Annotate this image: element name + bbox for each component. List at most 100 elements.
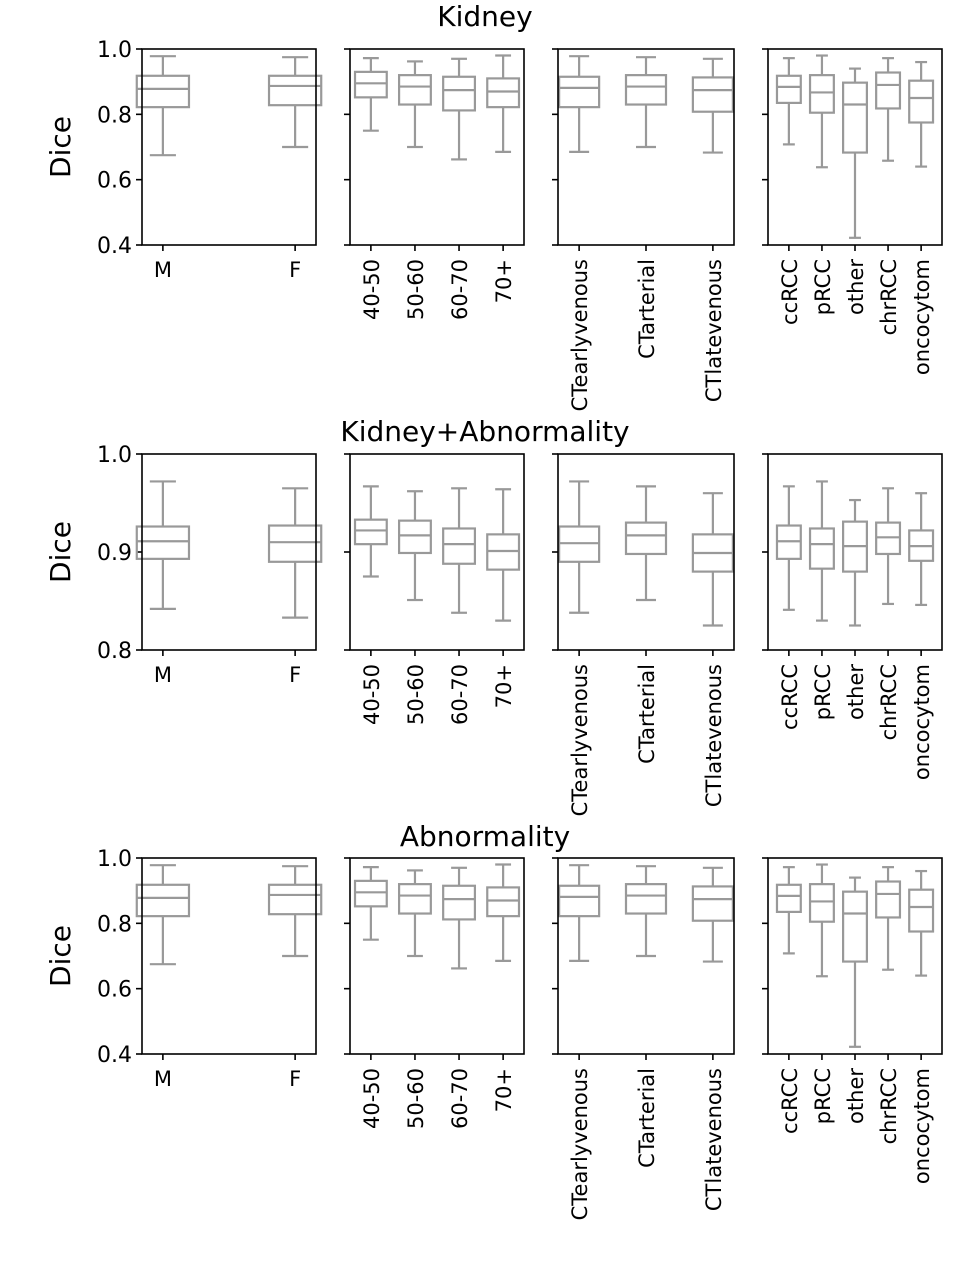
box-40-50: [353, 866, 388, 941]
box-CTearlyvenous: [558, 480, 601, 614]
row-title: Kidney+Abnormality: [340, 415, 629, 448]
x-tick-label: oncocytom: [910, 259, 934, 375]
x-tick-label: F: [289, 258, 301, 282]
x-tick-label: 40-50: [360, 259, 384, 320]
panel-2: 40-50 50-60 60-70 70+: [344, 453, 525, 725]
x-tick-label: pRCC: [811, 1068, 835, 1124]
box-pRCC: [808, 480, 835, 622]
box-other: [841, 498, 869, 627]
y-tick-label: 0.8: [97, 103, 132, 128]
panel-1: 0.8 0.9 1.0 M F: [97, 443, 323, 687]
x-tick-label: 60-70: [448, 664, 472, 725]
x-tick-label: chrRCC: [877, 1068, 901, 1144]
row-2: Kidney+Abnormality Dice 0.8 0.9 1.0 M F 40-50 50…: [44, 415, 943, 816]
x-tick-label: chrRCC: [877, 664, 901, 740]
iqr-box: [397, 74, 432, 106]
box-CTarterial: [624, 865, 668, 958]
box-M: [135, 480, 191, 610]
x-tick-label: CTearlyvenous: [568, 259, 592, 411]
box-40-50: [353, 485, 388, 578]
y-tick-label: 0.4: [97, 1043, 132, 1068]
x-tick-label: 40-50: [360, 664, 384, 725]
box-CTarterial: [624, 56, 668, 149]
iqr-box: [775, 74, 802, 104]
box-oncocytom: [908, 60, 935, 168]
panel-frame: [767, 857, 943, 1055]
iqr-box: [558, 884, 601, 918]
iqr-box: [353, 518, 388, 546]
iqr-box: [267, 883, 323, 916]
y-tick-label: 1.0: [97, 38, 132, 63]
panel-3: CTearlyvenous CTarterial CTlatevenous: [552, 453, 735, 816]
box-pRCC: [808, 863, 835, 978]
y-tick-label: 0.9: [97, 541, 132, 566]
panel-1: 0.4 0.6 0.8 1.0 M F: [97, 847, 323, 1091]
row-3: Abnormality Dice 0.4 0.6 0.8 1.0 M F 40-50 50-60 6…: [44, 820, 943, 1220]
box-ccRCC: [775, 866, 802, 955]
x-tick-label: M: [154, 1067, 172, 1091]
plot-root: Kidney Dice 0.4 0.6 0.8 1.0 M F 40-50 50-60 60-70 7…: [44, 0, 943, 1220]
x-tick-label: other: [844, 259, 868, 315]
x-tick-label: 70+: [492, 259, 516, 303]
iqr-box: [624, 74, 668, 106]
iqr-box: [397, 519, 432, 555]
iqr-box: [397, 883, 432, 915]
box-ccRCC: [775, 57, 802, 146]
x-tick-label: 60-70: [448, 259, 472, 320]
box-70+: [486, 54, 521, 153]
iqr-box: [135, 525, 191, 560]
x-tick-label: M: [154, 663, 172, 687]
x-tick-label: 50-60: [404, 1068, 428, 1129]
box-other: [841, 876, 869, 1048]
x-tick-label: F: [289, 1067, 301, 1091]
box-F: [267, 487, 323, 619]
x-tick-label: CTarterial: [635, 664, 659, 764]
iqr-box: [691, 76, 734, 113]
panel-4: ccRCC pRCC other chrRCC oncocytom: [762, 453, 943, 780]
iqr-box: [875, 71, 902, 110]
y-tick-label: 0.4: [97, 234, 132, 259]
x-tick-label: pRCC: [811, 664, 835, 720]
iqr-box: [875, 880, 902, 919]
iqr-box: [624, 521, 668, 556]
iqr-box: [808, 74, 835, 114]
panel-1: 0.4 0.6 0.8 1.0 M F: [97, 38, 323, 282]
iqr-box: [908, 79, 935, 124]
iqr-box: [808, 883, 835, 923]
x-tick-label: other: [844, 1068, 868, 1124]
box-oncocytom: [908, 492, 935, 607]
y-tick-label: 1.0: [97, 443, 132, 468]
box-oncocytom: [908, 869, 935, 977]
iqr-box: [691, 885, 734, 922]
x-tick-label: 50-60: [404, 259, 428, 320]
panel-4: ccRCC pRCC other chrRCC oncocytom: [762, 857, 943, 1184]
box-CTearlyvenous: [558, 864, 601, 963]
y-axis-label: Dice: [44, 925, 77, 987]
iqr-box: [442, 884, 477, 921]
iqr-box: [808, 527, 835, 570]
x-tick-label: ccRCC: [778, 259, 802, 325]
iqr-box: [908, 888, 935, 933]
panel-frame: [141, 453, 317, 651]
box-40-50: [353, 57, 388, 132]
y-tick-label: 0.6: [97, 978, 132, 1003]
panel-frame: [141, 48, 317, 246]
box-60-70: [442, 487, 477, 614]
iqr-box: [624, 883, 668, 915]
iqr-box: [841, 890, 869, 963]
iqr-box: [135, 74, 191, 109]
panel-frame: [349, 453, 525, 651]
box-50-60: [397, 490, 432, 602]
panel-frame: [349, 857, 525, 1055]
box-50-60: [397, 60, 432, 149]
iqr-box: [267, 74, 323, 107]
x-tick-label: 60-70: [448, 1068, 472, 1129]
box-70+: [486, 488, 521, 622]
panel-frame: [767, 453, 943, 651]
panel-2: 40-50 50-60 60-70 70+: [344, 857, 525, 1129]
box-60-70: [442, 57, 477, 161]
x-tick-label: chrRCC: [877, 259, 901, 335]
y-tick-label: 0.8: [97, 912, 132, 937]
box-CTarterial: [624, 485, 668, 602]
